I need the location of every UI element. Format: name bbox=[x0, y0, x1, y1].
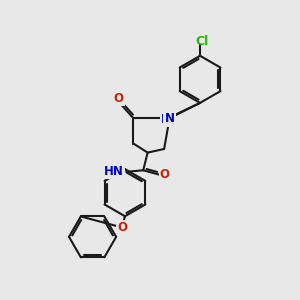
Text: HN: HN bbox=[104, 165, 124, 178]
Text: N: N bbox=[165, 112, 175, 125]
Text: N: N bbox=[161, 112, 171, 126]
Text: O: O bbox=[160, 168, 170, 181]
Text: Cl: Cl bbox=[195, 34, 208, 48]
Text: O: O bbox=[117, 221, 127, 234]
Text: O: O bbox=[114, 92, 124, 105]
